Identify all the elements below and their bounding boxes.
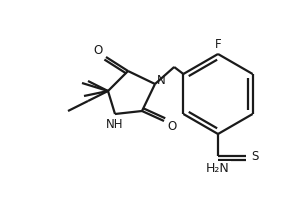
Text: S: S bbox=[251, 149, 259, 163]
Text: NH: NH bbox=[106, 117, 124, 131]
Text: O: O bbox=[167, 121, 177, 134]
Text: F: F bbox=[215, 38, 221, 52]
Text: O: O bbox=[93, 45, 103, 58]
Text: H₂N: H₂N bbox=[206, 163, 230, 176]
Text: N: N bbox=[157, 73, 165, 87]
